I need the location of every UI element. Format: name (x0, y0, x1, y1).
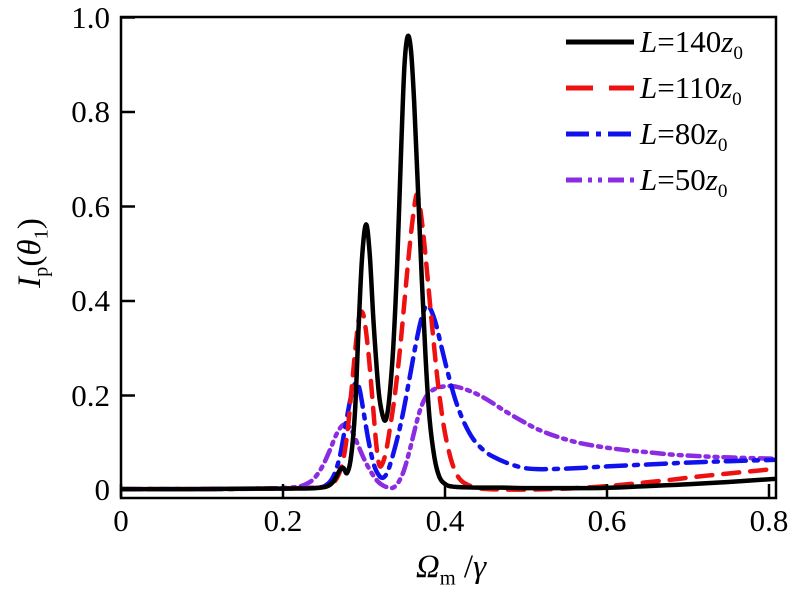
x-tick-label: 0.6 (587, 503, 627, 538)
series-line-L110z0 (120, 192, 777, 492)
legend-label: L=50z0 (640, 162, 728, 203)
y-tick-label: 0.2 (71, 377, 110, 413)
x-tick-label: 0.2 (263, 503, 303, 538)
legend-label: L=80z0 (640, 116, 728, 157)
y-tick-label: 0 (94, 472, 111, 507)
legend: L=140z0 L=110z0 L=80z0 L=50z0 (564, 19, 743, 203)
legend-line-sample (566, 85, 634, 91)
y-axis-label: Ip(θ1) (12, 218, 53, 288)
legend-line-sample (566, 131, 634, 137)
legend-item: L=50z0 (564, 157, 743, 203)
series-line-L140z0 (120, 33, 777, 492)
y-tick-label: 0.6 (71, 188, 110, 224)
legend-item: L=110z0 (564, 65, 743, 111)
legend-line-sample (566, 39, 634, 45)
x-tick-label: 0.4 (425, 503, 465, 538)
series-line-L80z0 (120, 303, 777, 492)
x-axis-label: Ωm /γ (415, 549, 487, 590)
axis-ticks (119, 16, 771, 497)
y-tick-label: 0.4 (71, 283, 110, 318)
plot-border (119, 15, 778, 500)
legend-label: L=140z0 (640, 24, 743, 65)
legend-label: L=110z0 (640, 70, 742, 111)
x-tick-label: 0 (113, 503, 129, 538)
legend-item: L=140z0 (564, 19, 743, 65)
legend-line-sample (566, 177, 634, 183)
x-tick-label: 0.8 (749, 503, 789, 538)
y-tick-label: 1.0 (71, 0, 110, 35)
curves (120, 33, 777, 492)
legend-item: L=80z0 (564, 111, 743, 157)
y-tick-label: 0.8 (71, 94, 110, 129)
series-line-L50z0 (120, 383, 777, 492)
